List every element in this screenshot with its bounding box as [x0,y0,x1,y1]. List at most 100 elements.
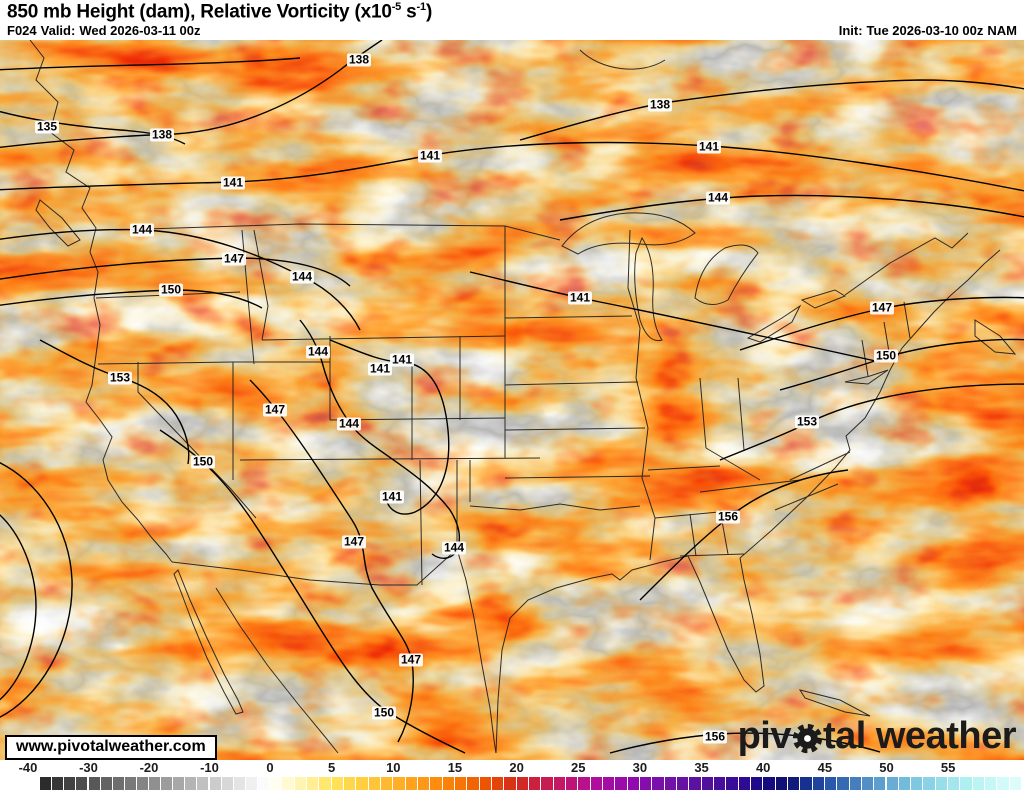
colorbar-segment [64,777,76,790]
colorbar-segment [393,777,405,790]
colorbar-segment [454,777,467,790]
colorbar-segment [824,777,837,790]
contour-label: 138 [149,127,175,142]
colorbar-tick-label: 40 [755,760,771,775]
colorbar-segment [257,777,269,790]
colorbar-tick-label: -30 [79,760,98,775]
colorbar-segment [161,777,173,790]
contour-label: 144 [129,222,155,237]
contour-label: 141 [389,352,415,367]
colorbar-segment [417,777,430,790]
contour-label: 150 [158,282,184,297]
contour-label: 141 [220,175,246,190]
colorbar-segment [149,777,161,790]
colorbar-segment [40,777,52,790]
colorbar-segment [812,777,824,790]
page-title: 850 mb Height (dam), Relative Vorticity … [7,1,433,23]
contour-label: 144 [336,416,362,431]
colorbar-segment [985,777,997,790]
forecast-hour: F024 [7,23,37,38]
colorbar-segment [590,777,602,790]
colorbar-segment [52,777,64,790]
colorbar-segment [886,777,898,790]
contour-label: 153 [107,370,133,385]
colorbar-segment [294,777,306,790]
colorbar-segment [541,777,553,790]
contour-label: 147 [869,300,895,315]
colorbar-segment [676,777,689,790]
colorbar-segment [861,777,874,790]
colorbar-tick-label: 35 [694,760,709,775]
colorbar-segment [76,777,88,790]
colorbar-segment [849,777,861,790]
gear-icon [792,723,823,754]
colorbar-segment [185,777,197,790]
colorbar-segment [911,777,923,790]
contour-label: 144 [305,344,331,359]
colorbar-segment [88,777,100,790]
colorbar-tick-label: -40 [18,760,38,775]
colorbar-segment [124,777,136,790]
valid-time: Wed 2026-03-11 00z [79,23,201,38]
colorbar-segment [430,777,442,790]
colorbar-segment [689,777,701,790]
colorbar-segment [565,777,578,790]
colorbar-segment [837,777,849,790]
colorbar-segment [405,777,417,790]
colorbar-segment [787,777,800,790]
colorbar-segment [639,777,652,790]
colorbar-segment [972,777,985,790]
colorbar-tick-label: 50 [879,760,894,775]
contour-label: 150 [873,348,899,363]
contour-label: 141 [379,489,405,504]
colorbar-segment [319,777,331,790]
colorbar-tick-label: 5 [328,760,336,775]
contour-label: 141 [567,290,593,305]
colorbar-segment [960,777,972,790]
colorbar-tick-label: 30 [632,760,648,775]
colorbar-segment [948,777,960,790]
colorbar-segment [343,777,356,790]
contour-label: 138 [647,97,673,112]
contour-label: 147 [341,534,367,549]
contour-label: 147 [221,251,247,266]
colorbar-segment [270,777,282,790]
contour-label: 144 [289,269,315,284]
contour-label: 141 [417,148,443,163]
colorbar-segment [245,777,257,790]
colorbar-segment [713,777,726,790]
colorbar-tick-label: -10 [200,760,219,775]
fine-vorticity-shading [0,40,1024,760]
contour-label: 147 [398,652,424,667]
colorbar-tick-label: 15 [447,760,463,775]
colorbar-segment [874,777,886,790]
colorbar-segment [578,777,590,790]
contour-label: 144 [441,540,467,555]
colorbar-tick-label: 25 [571,760,586,775]
colorbar-segment [479,777,491,790]
colorbar-segment [602,777,615,790]
colorbar-segment [136,777,148,790]
colorbar-segment [701,777,713,790]
colorbar-segment [750,777,763,790]
colorbar-segment [1009,777,1022,790]
colorbar-tick-label: -20 [139,760,159,775]
colorbar-tick-label: 10 [386,760,401,775]
colorbar-legend: -40 -30 -20 -10 0 5 10 15 20 25 30 35 40 45 50 55 [0,760,1024,791]
contour-label: 138 [346,52,372,67]
colorbar-tick-label: 45 [817,760,833,775]
map-canvas[interactable]: 135 138 138 138 141 141 141 141 141 141 141 144 144 1… [0,40,1024,760]
colorbar-segment [233,777,245,790]
map-header: 850 mb Height (dam), Relative Vorticity … [0,0,1024,40]
colorbar-segment [553,777,565,790]
model-name: NAM [987,23,1017,38]
colorbar-segment [516,777,528,790]
colorbar-segment [800,777,812,790]
colorbar-segment [356,777,368,790]
contour-label: 150 [190,454,216,469]
colorbar-segment [491,777,504,790]
colorbar-segment [368,777,380,790]
colorbar-segment [306,777,319,790]
colorbar-segment [627,777,639,790]
watermark-url: www.pivotalweather.com [5,735,217,760]
